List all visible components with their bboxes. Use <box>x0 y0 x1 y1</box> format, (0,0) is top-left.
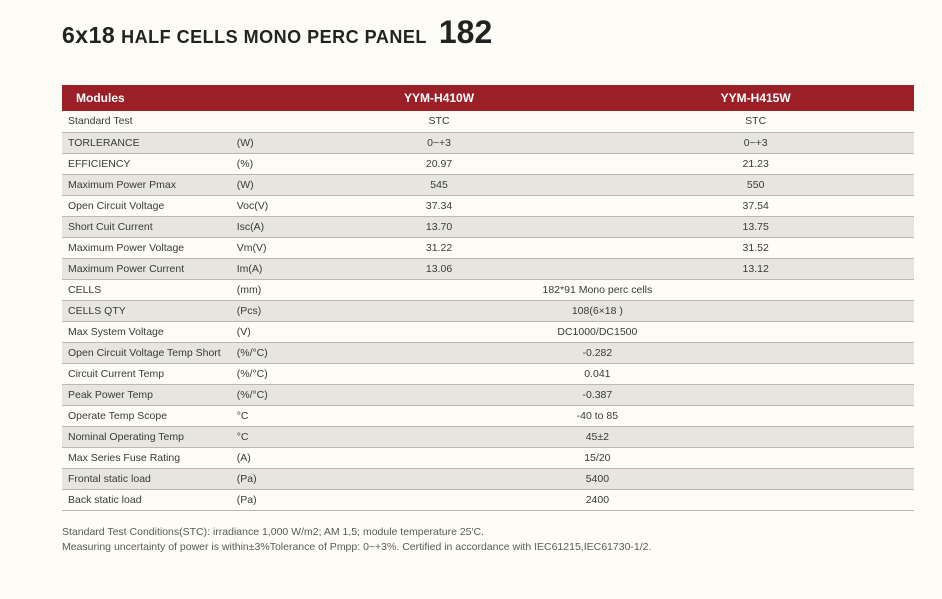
table-row: Maximum Power Pmax(W)545550 <box>62 174 914 195</box>
table-row: CELLS(mm)182*91 Mono perc cells <box>62 279 914 300</box>
unit-cell: (W) <box>229 132 281 153</box>
param-cell: TORLERANCE <box>62 132 229 153</box>
unit-cell: (Pa) <box>229 489 281 510</box>
param-cell: Maximum Power Pmax <box>62 174 229 195</box>
value-cell: 31.22 <box>281 237 598 258</box>
param-cell: Back static load <box>62 489 229 510</box>
param-cell: Peak Power Temp <box>62 384 229 405</box>
value-cell: STC <box>597 111 914 132</box>
unit-cell: °C <box>229 405 281 426</box>
unit-cell: (Pcs) <box>229 300 281 321</box>
unit-cell: Vm(V) <box>229 237 281 258</box>
unit-cell: (V) <box>229 321 281 342</box>
value-cell: 45±2 <box>281 426 914 447</box>
footnote-line: Standard Test Conditions(STC): irradianc… <box>62 525 914 541</box>
value-cell: 0.041 <box>281 363 914 384</box>
param-cell: Short Cuit Current <box>62 216 229 237</box>
table-row: Open Circuit Voltage Temp Short(%/°C)-0.… <box>62 342 914 363</box>
value-cell: 15/20 <box>281 447 914 468</box>
unit-cell: Isc(A) <box>229 216 281 237</box>
table-row: CELLS QTY(Pcs)108(6×18 ) <box>62 300 914 321</box>
unit-cell: (A) <box>229 447 281 468</box>
unit-cell: (Pa) <box>229 468 281 489</box>
value-cell: 31.52 <box>597 237 914 258</box>
title-suffix: 182 <box>439 14 492 51</box>
param-cell: CELLS <box>62 279 229 300</box>
header-modules: Modules <box>62 85 229 111</box>
table-row: Short Cuit CurrentIsc(A)13.7013.75 <box>62 216 914 237</box>
value-cell: 0~+3 <box>597 132 914 153</box>
unit-cell: Voc(V) <box>229 195 281 216</box>
footnote-line: Measuring uncertainty of power is within… <box>62 540 914 556</box>
title-prefix: 6x18 <box>62 22 115 49</box>
param-cell: Maximum Power Current <box>62 258 229 279</box>
table-row: Circuit Current Temp(%/°C)0.041 <box>62 363 914 384</box>
value-cell: 13.75 <box>597 216 914 237</box>
table-row: Max Series Fuse Rating(A)15/20 <box>62 447 914 468</box>
value-cell: 108(6×18 ) <box>281 300 914 321</box>
page-title: 6x18 HALF CELLS MONO PERC PANEL 182 <box>62 14 914 51</box>
table-row: Standard Test STCSTC <box>62 111 914 132</box>
value-cell: DC1000/DC1500 <box>281 321 914 342</box>
unit-cell: (%/°C) <box>229 363 281 384</box>
table-row: Frontal static load(Pa)5400 <box>62 468 914 489</box>
param-cell: Frontal static load <box>62 468 229 489</box>
unit-cell: °C <box>229 426 281 447</box>
unit-cell: (%/°C) <box>229 384 281 405</box>
value-cell: 13.06 <box>281 258 598 279</box>
param-cell: Circuit Current Temp <box>62 363 229 384</box>
value-cell: 37.34 <box>281 195 598 216</box>
value-cell: -0.282 <box>281 342 914 363</box>
value-cell: 37.54 <box>597 195 914 216</box>
unit-cell: (mm) <box>229 279 281 300</box>
table-row: Operate Temp Scope°C-40 to 85 <box>62 405 914 426</box>
unit-cell: Im(A) <box>229 258 281 279</box>
value-cell: 20.97 <box>281 153 598 174</box>
param-cell: Nominal Operating Temp <box>62 426 229 447</box>
header-model2: YYM-H415W <box>597 85 914 111</box>
table-row: Peak Power Temp(%/°C)-0.387 <box>62 384 914 405</box>
table-row: Max System Voltage(V)DC1000/DC1500 <box>62 321 914 342</box>
value-cell: STC <box>281 111 598 132</box>
table-row: Back static load(Pa)2400 <box>62 489 914 510</box>
unit-cell: (%) <box>229 153 281 174</box>
table-row: Nominal Operating Temp°C45±2 <box>62 426 914 447</box>
value-cell: 182*91 Mono perc cells <box>281 279 914 300</box>
value-cell: 2400 <box>281 489 914 510</box>
param-cell: Standard Test <box>62 111 229 132</box>
param-cell: EFFICIENCY <box>62 153 229 174</box>
value-cell: -0.387 <box>281 384 914 405</box>
value-cell: 550 <box>597 174 914 195</box>
value-cell: 13.12 <box>597 258 914 279</box>
spec-table: Modules YYM-H410W YYM-H415W Standard Tes… <box>62 85 914 511</box>
table-row: EFFICIENCY(%)20.9721.23 <box>62 153 914 174</box>
table-row: TORLERANCE(W)0~+30~+3 <box>62 132 914 153</box>
param-cell: Operate Temp Scope <box>62 405 229 426</box>
title-main: HALF CELLS MONO PERC PANEL <box>121 27 427 48</box>
table-row: Maximum Power VoltageVm(V)31.2231.52 <box>62 237 914 258</box>
header-model1: YYM-H410W <box>281 85 598 111</box>
value-cell: 5400 <box>281 468 914 489</box>
table-row: Open Circuit VoltageVoc(V)37.3437.54 <box>62 195 914 216</box>
header-unit-blank <box>229 85 281 111</box>
footnotes: Standard Test Conditions(STC): irradianc… <box>62 525 914 557</box>
param-cell: Open Circuit Voltage <box>62 195 229 216</box>
value-cell: 545 <box>281 174 598 195</box>
table-header-row: Modules YYM-H410W YYM-H415W <box>62 85 914 111</box>
value-cell: 0~+3 <box>281 132 598 153</box>
param-cell: Max Series Fuse Rating <box>62 447 229 468</box>
unit-cell: (%/°C) <box>229 342 281 363</box>
param-cell: CELLS QTY <box>62 300 229 321</box>
value-cell: 13.70 <box>281 216 598 237</box>
param-cell: Max System Voltage <box>62 321 229 342</box>
value-cell: -40 to 85 <box>281 405 914 426</box>
value-cell: 21.23 <box>597 153 914 174</box>
param-cell: Maximum Power Voltage <box>62 237 229 258</box>
unit-cell: (W) <box>229 174 281 195</box>
spec-sheet: 6x18 HALF CELLS MONO PERC PANEL 182 Modu… <box>0 0 942 568</box>
unit-cell <box>229 111 281 132</box>
param-cell: Open Circuit Voltage Temp Short <box>62 342 229 363</box>
table-row: Maximum Power CurrentIm(A)13.0613.12 <box>62 258 914 279</box>
